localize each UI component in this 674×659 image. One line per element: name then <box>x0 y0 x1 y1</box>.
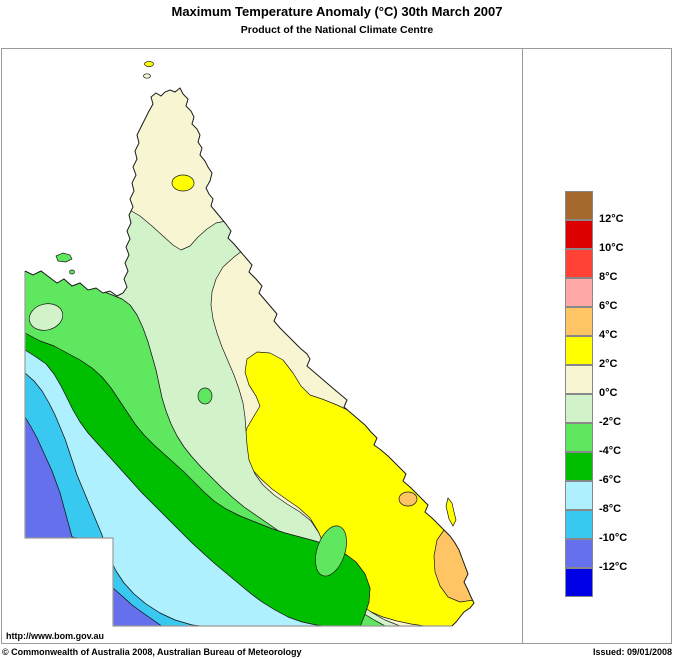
issued-date-text: Issued: 09/01/2008 <box>592 647 672 657</box>
page-title: Maximum Temperature Anomaly (°C) 30th Ma… <box>171 4 503 19</box>
legend-label: 4°C <box>599 329 618 341</box>
bom-url-text: http://www.bom.gov.au <box>6 631 104 641</box>
legend-label: 6°C <box>599 300 618 312</box>
legend-color-box <box>565 307 593 336</box>
legend-color-box <box>565 568 593 597</box>
legend-color-box <box>565 423 593 452</box>
legend-label: -6°C <box>599 474 622 486</box>
legend-label: 10°C <box>599 242 624 254</box>
legend-color-box <box>565 452 593 481</box>
page-subtitle: Product of the National Climate Centre <box>240 24 434 36</box>
legend-color-box <box>565 394 593 423</box>
legend-label: -8°C <box>599 503 622 515</box>
legend-label: -4°C <box>599 445 622 457</box>
legend-label: -12°C <box>599 561 628 573</box>
legend-color-box <box>565 249 593 278</box>
legend-label: 0°C <box>599 387 618 399</box>
legend-divider <box>522 48 523 643</box>
legend-color-box <box>565 278 593 307</box>
legend-color-box <box>565 481 593 510</box>
legend-label: 8°C <box>599 271 618 283</box>
legend-label: 2°C <box>599 358 618 370</box>
legend-color-box <box>565 510 593 539</box>
copyright-text: © Commonwealth of Australia 2008, Austra… <box>2 647 302 657</box>
legend-label: -2°C <box>599 416 622 428</box>
legend-color-box <box>565 191 593 220</box>
legend-color-box <box>565 365 593 394</box>
legend-label: 12°C <box>599 213 624 225</box>
legend-label: -10°C <box>599 532 628 544</box>
legend-color-box <box>565 539 593 568</box>
legend-color-box <box>565 336 593 365</box>
legend-color-box <box>565 220 593 249</box>
